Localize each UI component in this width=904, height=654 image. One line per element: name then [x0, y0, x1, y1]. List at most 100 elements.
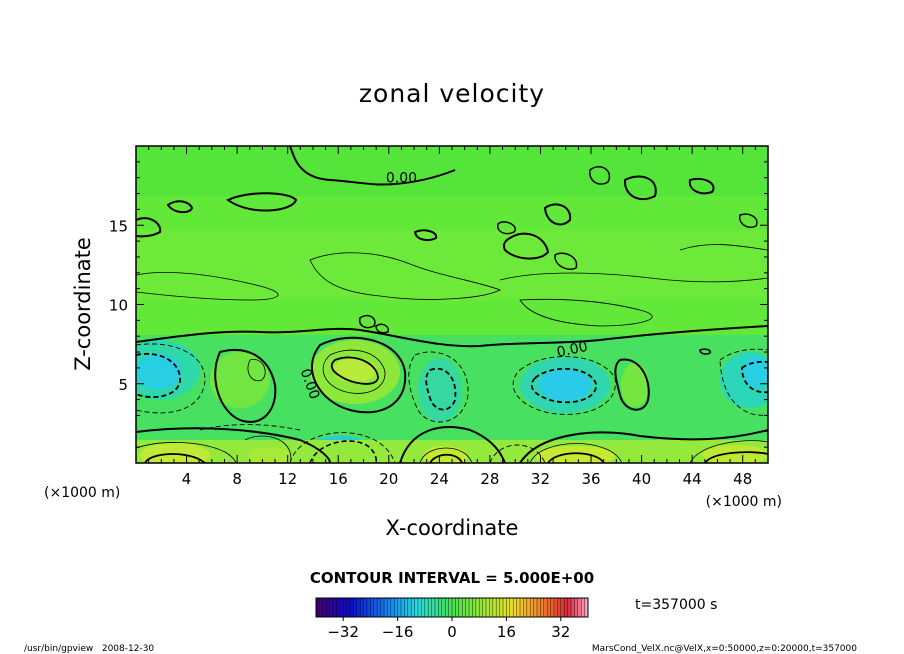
- positive-contour: [330, 356, 379, 385]
- positive-cell: [248, 447, 292, 463]
- x-tick-label: 28: [480, 470, 499, 488]
- positive-contour: [689, 440, 768, 463]
- small-contour: [502, 232, 550, 260]
- colorbar-tick-label: 32: [551, 623, 570, 641]
- x-tick-label: 16: [329, 470, 348, 488]
- positive-contour: [529, 443, 623, 463]
- y-tick-label: 5: [118, 376, 128, 394]
- zero-contour: [310, 336, 407, 414]
- footer-left: /usr/bin/gpview 2008-12-30: [24, 644, 154, 654]
- colorbar-cell: [469, 598, 473, 617]
- colorbar-cell: [547, 598, 551, 617]
- thin-contour: [322, 349, 386, 394]
- colorbar-cell: [452, 598, 456, 617]
- colorbar-cell: [567, 598, 572, 617]
- plot-area: 0.000.000.00: [136, 146, 768, 463]
- colorbar-cell: [516, 598, 521, 617]
- colorbar-cell: [513, 598, 517, 617]
- colorbar-cell: [322, 598, 327, 617]
- colorbar-cell: [401, 598, 405, 617]
- x-tick-label: 48: [733, 470, 752, 488]
- colorbar-cell: [455, 598, 460, 617]
- colorbar-cell: [503, 598, 507, 617]
- x-tick-label: 40: [632, 470, 651, 488]
- colorbar-cell: [431, 598, 436, 617]
- colorbar-cell: [319, 598, 324, 617]
- thin-contour: [679, 244, 768, 251]
- colorbar-cell: [499, 598, 504, 617]
- colorbar-cell: [356, 598, 361, 617]
- colorbar-cell: [554, 598, 558, 617]
- colorbar-cell: [577, 598, 582, 617]
- colorbar-tick-label: 16: [497, 623, 516, 641]
- colorbar-cell: [486, 598, 490, 617]
- y-axis: 5 10 15: [109, 161, 768, 448]
- small-contour: [543, 203, 572, 226]
- dashed-contour: [741, 360, 768, 394]
- thin-contour: [136, 271, 279, 301]
- colorbar-cell: [462, 598, 466, 617]
- negative-cell: [742, 356, 768, 388]
- positive-contour: [136, 442, 237, 463]
- positive-contour: [704, 451, 768, 463]
- y-tick-label: 10: [109, 297, 128, 315]
- colorbar-cell: [397, 598, 402, 617]
- small-contour: [358, 314, 376, 329]
- small-contour: [413, 229, 438, 241]
- contour-interval-text: CONTOUR INTERVAL = 5.000E+00: [310, 569, 594, 587]
- colorbar-cell: [380, 598, 385, 617]
- x-unit-right: (×1000 m): [706, 494, 782, 510]
- x-axis: 4 8 12 16 20 24 28 32 36 40 44 48: [148, 146, 756, 488]
- negative-cell: [418, 358, 462, 422]
- y-axis-label: Z-coordinate: [71, 237, 95, 371]
- negative-cell: [539, 369, 591, 401]
- small-contour: [136, 217, 162, 238]
- x-tick-label: 44: [683, 470, 702, 488]
- chart-title: zonal velocity: [359, 79, 545, 108]
- positive-cell: [621, 363, 649, 407]
- x-tick-label: 20: [379, 470, 398, 488]
- colorbar-cell: [509, 598, 514, 617]
- x-tick-label: 32: [531, 470, 550, 488]
- dashed-contour: [289, 432, 396, 463]
- colorbar-cell: [404, 598, 409, 617]
- colorbar-cell: [458, 598, 463, 617]
- colorbar-cell: [560, 598, 565, 617]
- colorbar-cell: [448, 598, 453, 617]
- colorbar-cell: [557, 598, 562, 617]
- zero-contour: [289, 146, 456, 186]
- small-contour: [739, 213, 758, 228]
- colorbar-tick-label: −16: [382, 623, 414, 641]
- small-contour: [554, 252, 578, 270]
- positive-cell: [702, 445, 768, 463]
- colorbar-cell: [377, 598, 381, 617]
- dashed-contour: [136, 353, 181, 398]
- thin-contour: [247, 358, 266, 382]
- x-tick-label: 12: [278, 470, 297, 488]
- colorbar-cell: [418, 598, 422, 617]
- middle-band: [136, 230, 768, 300]
- small-contour: [699, 348, 712, 355]
- colorbar-cell: [384, 598, 388, 617]
- small-contour: [623, 175, 657, 201]
- positive-contour: [547, 452, 605, 463]
- zero-contour: [214, 348, 277, 423]
- y-tick-label: 15: [109, 217, 128, 235]
- colorbar-cell: [438, 598, 443, 617]
- dashed-contour: [425, 367, 457, 411]
- x-unit-left: (×1000 m): [44, 485, 120, 501]
- zero-contour: [519, 429, 768, 463]
- colorbar-cell: [537, 598, 541, 617]
- colorbar-cell: [370, 598, 375, 617]
- positive-contour: [144, 453, 206, 463]
- colorbar-cell: [526, 598, 531, 617]
- colorbar-cell: [326, 598, 330, 617]
- small-contour: [375, 323, 390, 334]
- dashed-contour: [489, 444, 546, 463]
- colorbar-cell: [390, 598, 395, 617]
- colorbar-cell: [581, 598, 585, 617]
- thin-contour: [519, 298, 653, 327]
- small-contour: [589, 166, 611, 185]
- colorbar-cell: [465, 598, 470, 617]
- small-contour: [166, 200, 194, 214]
